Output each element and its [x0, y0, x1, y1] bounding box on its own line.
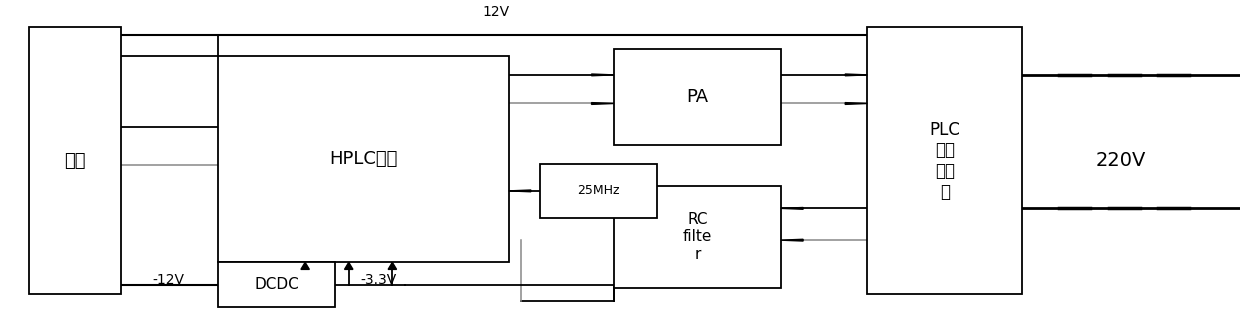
Text: 电表: 电表 — [64, 152, 86, 170]
Polygon shape — [591, 74, 614, 76]
Bar — [539, 164, 657, 218]
Polygon shape — [508, 190, 531, 192]
Text: 220V: 220V — [1096, 151, 1146, 170]
Text: 12V: 12V — [482, 5, 510, 19]
Polygon shape — [591, 103, 614, 104]
Text: PA: PA — [686, 88, 708, 106]
Text: PLC
耦合
变压
器: PLC 耦合 变压 器 — [929, 120, 960, 201]
Text: DCDC: DCDC — [254, 277, 299, 292]
Polygon shape — [846, 74, 868, 76]
Bar — [218, 56, 508, 262]
Polygon shape — [846, 103, 868, 104]
Bar — [614, 186, 781, 288]
Polygon shape — [781, 239, 804, 241]
Polygon shape — [345, 262, 353, 269]
Bar — [614, 49, 781, 145]
Text: -3.3V: -3.3V — [361, 273, 397, 287]
Text: HPLC芯片: HPLC芯片 — [329, 150, 398, 168]
Text: -12V: -12V — [153, 273, 185, 287]
Bar — [868, 27, 1022, 294]
Bar — [218, 262, 336, 307]
Text: RC
filte
r: RC filte r — [683, 212, 712, 262]
Text: 25MHz: 25MHz — [577, 184, 620, 197]
Bar — [29, 27, 122, 294]
Polygon shape — [301, 262, 309, 269]
Polygon shape — [388, 262, 397, 269]
Polygon shape — [781, 207, 804, 209]
